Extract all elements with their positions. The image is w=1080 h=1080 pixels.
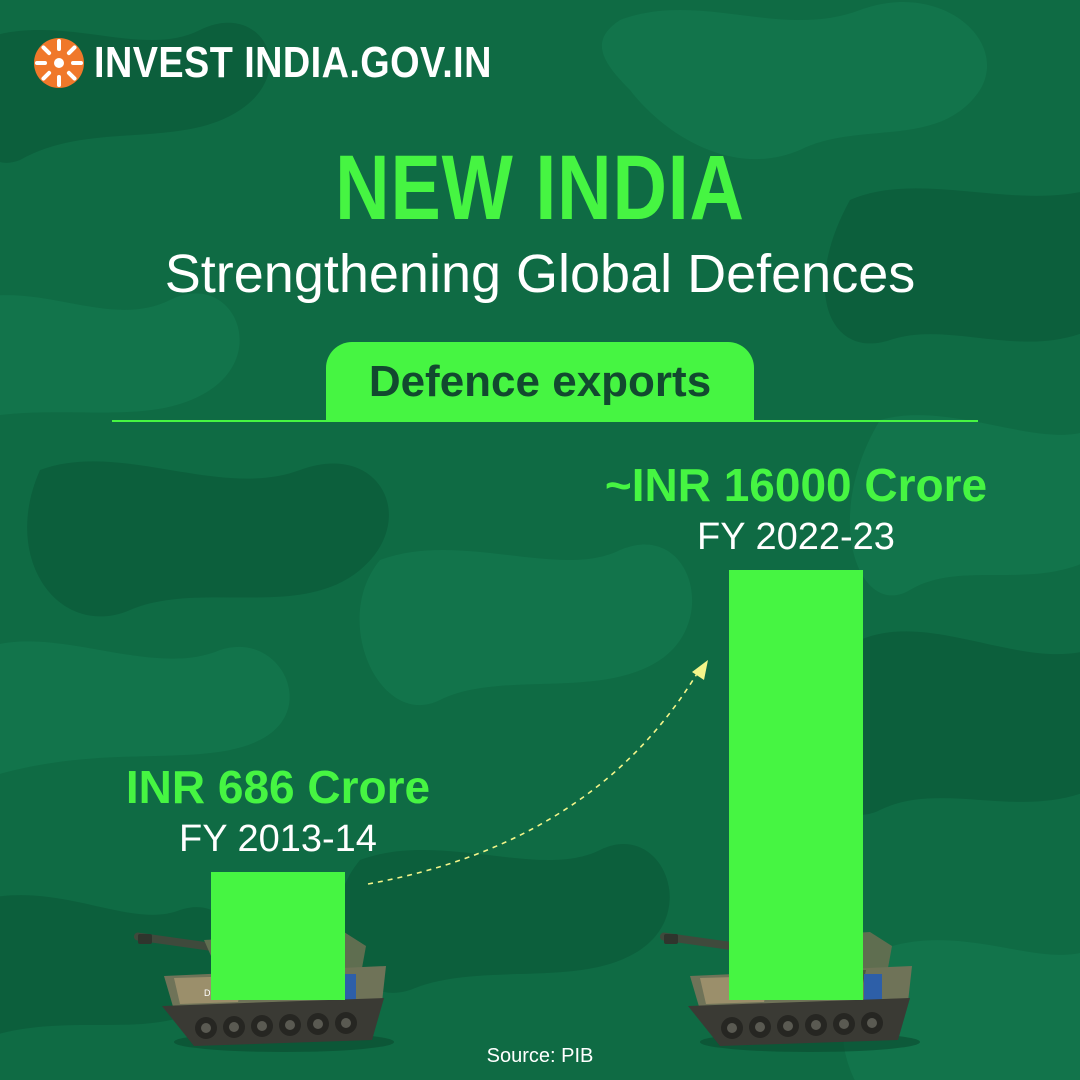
page-title: NEW INDIA xyxy=(335,137,745,239)
section-tag-label: Defence exports xyxy=(368,357,712,406)
source-note: Source: PIB xyxy=(486,1045,594,1067)
bar-fy-2013-14 xyxy=(211,872,345,1000)
brand-logo: INVEST INDIA.GOV.IN xyxy=(32,36,557,90)
page-subtitle: Strengthening Global Defences xyxy=(164,244,916,304)
divider-line xyxy=(112,420,978,422)
value-label-fy-2022-23: ~INR 16000 Crore xyxy=(604,459,988,511)
section-tag: Defence exports xyxy=(326,342,754,422)
brand-logo-text: INVEST INDIA.GOV.IN xyxy=(94,38,492,87)
bar-fy-2022-23 xyxy=(729,570,863,1000)
invest-india-sun-icon xyxy=(34,38,84,88)
value-label-fy-2013-14: INR 686 Crore xyxy=(125,761,431,813)
category-label-fy-2022-23: FY 2022-23 xyxy=(697,516,895,558)
category-label-fy-2013-14: FY 2013-14 xyxy=(179,818,377,860)
